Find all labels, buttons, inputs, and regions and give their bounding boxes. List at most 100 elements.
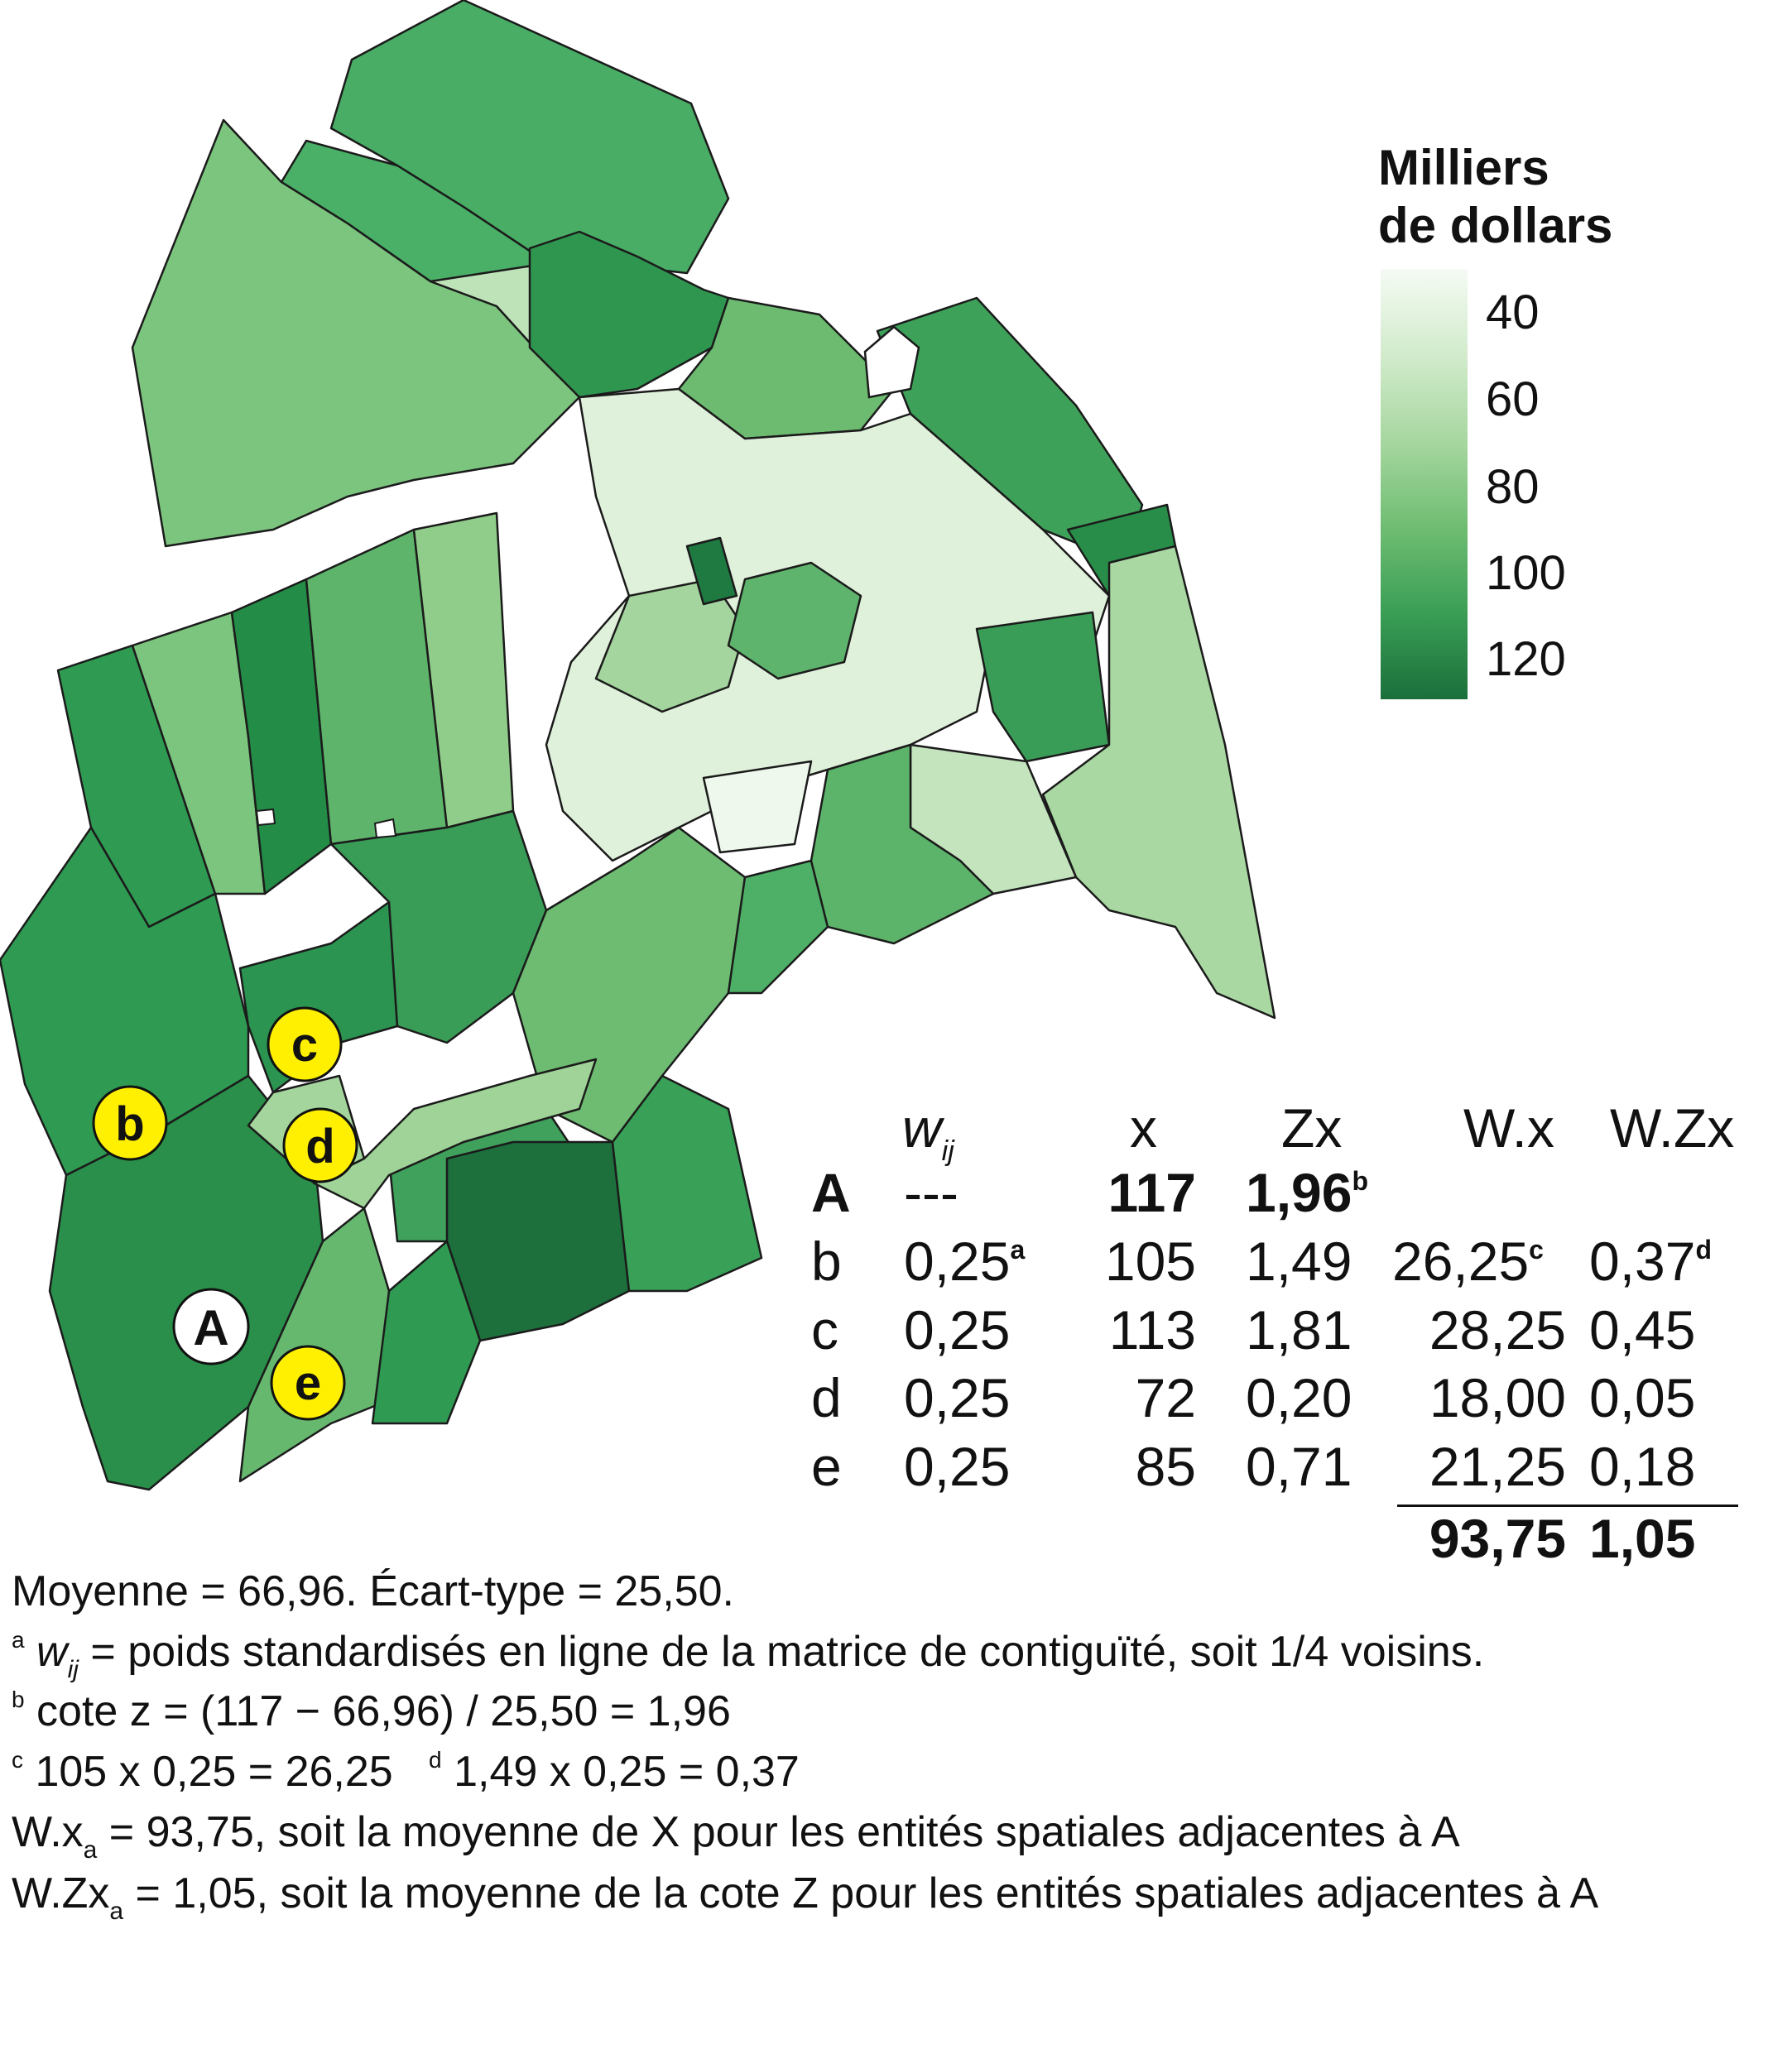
note-d-text: 1,49 x 0,25 = 0,37 xyxy=(441,1748,800,1796)
wzx-note: d xyxy=(1695,1235,1713,1265)
region-urban-dark-spot xyxy=(685,536,738,606)
note-wzx-sub: a xyxy=(109,1898,124,1925)
table-cell-zx: 1,49 xyxy=(1246,1231,1352,1292)
table-total-wzx: 1,05 xyxy=(1589,1508,1696,1569)
map-label-e: e xyxy=(270,1345,346,1421)
note-a: a wij = poids standardisés en ligne de l… xyxy=(12,1627,1485,1682)
note-wx-pre: W.x xyxy=(12,1808,84,1856)
note-a-marker: a xyxy=(12,1627,25,1653)
table-cell-x: 105 xyxy=(1104,1231,1196,1292)
map-label-d: d xyxy=(282,1107,358,1183)
table-cell-x: 72 xyxy=(1135,1367,1196,1428)
table-total-wx: 93,75 xyxy=(1429,1508,1566,1569)
table-row-id: b xyxy=(811,1231,842,1292)
note-c-marker: c xyxy=(12,1747,23,1773)
table-cell-zx: 0,20 xyxy=(1246,1367,1352,1428)
w-note: a xyxy=(1010,1235,1026,1265)
header-w: w xyxy=(902,1097,942,1159)
table-row-id: A xyxy=(811,1162,851,1223)
table-cell-w: 0,25 xyxy=(904,1436,1011,1497)
header-w-sub: ij xyxy=(941,1135,954,1167)
zx-note: b xyxy=(1352,1166,1369,1196)
region-south-darkest xyxy=(445,1140,631,1342)
table-header-x: x xyxy=(1130,1097,1157,1159)
table-cell-w: 0,25 xyxy=(904,1367,1011,1428)
table-cell-w: --- xyxy=(904,1162,958,1223)
label-c-text: c xyxy=(291,1018,318,1072)
note-a-w: w xyxy=(36,1628,68,1676)
table-cell-wzx: 0,37d xyxy=(1589,1234,1712,1289)
table-header-wx: W.x xyxy=(1463,1097,1554,1159)
label-e-text: e xyxy=(295,1356,321,1410)
table-cell-wzx: 0,05 xyxy=(1589,1367,1696,1428)
note-d-marker: d xyxy=(429,1747,442,1773)
note-c-text: 105 x 0,25 = 26,25 xyxy=(23,1748,393,1796)
table-cell-wx: 18,00 xyxy=(1429,1367,1566,1428)
table-cell-w: 0,25a xyxy=(904,1234,1025,1289)
table-row-id: e xyxy=(811,1436,842,1497)
note-a-text: = poids standardisés en ligne de la matr… xyxy=(78,1628,1485,1676)
note-b: b cote z = (117 − 66,96) / 25,50 = 1,96 xyxy=(12,1688,731,1735)
note-b-text: cote z = (117 − 66,96) / 25,50 = 1,96 xyxy=(24,1687,731,1735)
region-south-3 xyxy=(371,1240,482,1425)
note-wx-sub: a xyxy=(83,1836,98,1864)
table-cell-wzx: 0,18 xyxy=(1589,1436,1696,1497)
map-label-A: A xyxy=(172,1288,250,1365)
region-urban-south-light xyxy=(702,760,813,854)
choropleth-map: c b d A e xyxy=(0,0,1276,1491)
region-river-light xyxy=(313,1058,598,1210)
wx-value: 26,25 xyxy=(1392,1231,1530,1292)
region-southwest-b xyxy=(0,826,250,1177)
wzx-value: 0,37 xyxy=(1589,1231,1696,1292)
note-cd: c 105 x 0,25 = 26,25 d 1,49 x 0,25 = 0,3… xyxy=(12,1747,800,1796)
table-header-wij: wij xyxy=(902,1101,954,1165)
gap-west-small xyxy=(373,818,397,839)
region-southeast-green xyxy=(810,743,995,945)
sum-divider xyxy=(1397,1505,1738,1507)
region-urban-ring-2 xyxy=(727,561,862,680)
table-cell-zx: 1,96b xyxy=(1246,1165,1368,1220)
note-b-marker: b xyxy=(12,1687,25,1712)
note-wx: W.xa = 93,75, soit la moyenne de X pour … xyxy=(12,1808,1460,1863)
table-cell-wx: 26,25c xyxy=(1392,1234,1544,1289)
legend-tick: 120 xyxy=(1486,632,1566,686)
table-cell-x: 117 xyxy=(1107,1162,1196,1223)
gap-west-small-2 xyxy=(255,808,276,827)
table-row-id: c xyxy=(811,1299,838,1361)
legend-tick: 40 xyxy=(1486,286,1540,339)
table-cell-wx: 28,25 xyxy=(1429,1299,1566,1361)
label-A-text: A xyxy=(193,1300,228,1356)
table-row-id: d xyxy=(811,1367,842,1428)
legend-title-line2: de dollars xyxy=(1378,198,1613,253)
table-cell-x: 113 xyxy=(1108,1299,1196,1361)
label-b-marker xyxy=(92,1085,168,1161)
map-label-b: b xyxy=(92,1085,168,1161)
table-cell-wzx: 0,45 xyxy=(1589,1299,1696,1361)
note-wzx: W.Zxa = 1,05, soit la moyenne de la cote… xyxy=(12,1869,1599,1924)
region-east-light xyxy=(1041,545,1276,1020)
legend-tick: 80 xyxy=(1486,460,1540,514)
legend-tick: 100 xyxy=(1486,546,1566,600)
region-south-6 xyxy=(727,859,829,995)
region-south-5 xyxy=(512,826,747,1144)
table-header-wzx: W.Zx xyxy=(1610,1097,1735,1159)
label-d-text: d xyxy=(305,1120,334,1173)
wx-note: c xyxy=(1529,1235,1544,1265)
label-e-marker xyxy=(270,1345,346,1421)
table-cell-zx: 0,71 xyxy=(1246,1436,1352,1497)
legend-title-line1: Milliers xyxy=(1378,140,1549,195)
note-wx-text: = 93,75, soit la moyenne de X pour les e… xyxy=(97,1808,1460,1856)
label-c-marker xyxy=(267,1006,343,1082)
legend-tick: 60 xyxy=(1486,372,1540,426)
gap-north xyxy=(863,325,920,399)
note-a-sub: ij xyxy=(67,1656,79,1683)
map-label-c: c xyxy=(267,1006,343,1082)
note-wzx-text: = 1,05, soit la moyenne de la cote Z pou… xyxy=(123,1869,1599,1917)
region-northwest-large xyxy=(131,118,581,548)
table-cell-zx: 1,81 xyxy=(1246,1299,1352,1361)
table-cell-wx: 21,25 xyxy=(1429,1436,1566,1497)
note-mean-sd: Moyenne = 66,96. Écart-type = 25,50. xyxy=(12,1567,735,1615)
table-cell-w: 0,25 xyxy=(904,1299,1011,1361)
label-A-marker xyxy=(172,1288,250,1365)
table-header-zx: Zx xyxy=(1281,1097,1343,1159)
